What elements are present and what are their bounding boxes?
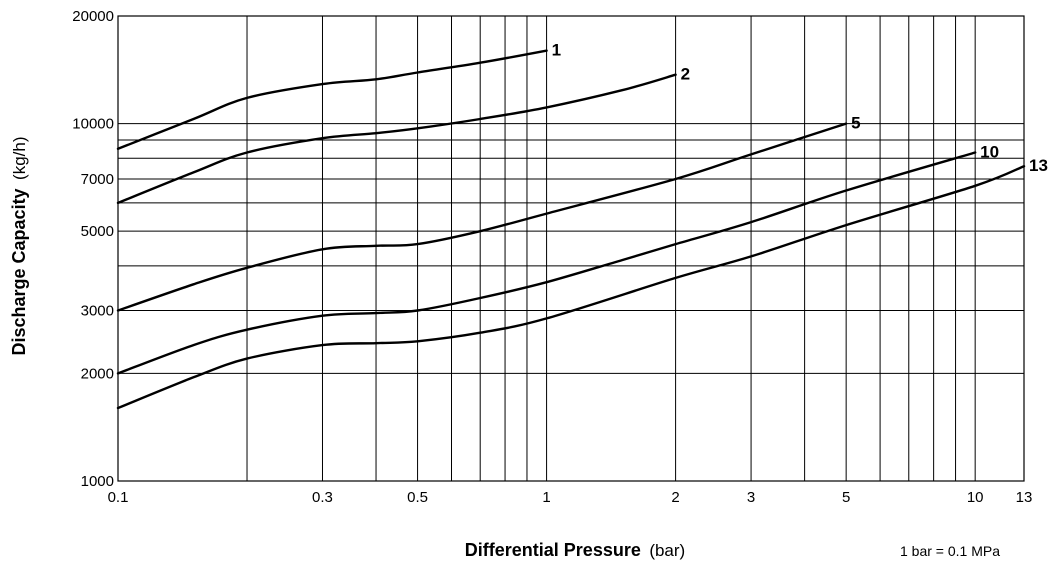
series-label-2: 2 <box>681 65 690 84</box>
x-tick-label: 0.3 <box>312 489 333 506</box>
y-tick-label: 2000 <box>81 365 114 382</box>
unit-conversion-note: 1 bar = 0.1 MPa <box>900 543 1000 559</box>
grid <box>118 16 1024 481</box>
series-lines <box>116 49 1026 410</box>
y-axis-label: Discharge Capacity <box>9 188 29 355</box>
x-tick-label: 10 <box>967 489 984 506</box>
x-tick-label: 13 <box>1016 489 1033 506</box>
y-tick-label: 5000 <box>81 223 114 240</box>
y-tick-label: 10000 <box>72 116 114 133</box>
series-label-1: 1 <box>552 41 561 60</box>
series-label-10: 10 <box>980 143 999 162</box>
y-tick-labels: 1000 2000 3000 5000 7000 10000 20000 <box>72 8 114 490</box>
series-line-13 <box>116 165 1026 410</box>
series-label-13: 13 <box>1029 156 1048 175</box>
y-tick-label: 1000 <box>81 473 114 490</box>
y-tick-label: 3000 <box>81 302 114 319</box>
series-line-10 <box>116 151 977 375</box>
x-tick-label: 1 <box>542 489 550 506</box>
x-axis-title: Differential Pressure (bar) <box>465 540 685 560</box>
x-tick-label: 3 <box>747 489 755 506</box>
x-tick-label: 5 <box>842 489 850 506</box>
y-axis-unit: (kg/h) <box>10 137 29 180</box>
plot-frame <box>117 15 1025 482</box>
series-labels: 1 2 5 10 13 <box>552 41 1048 176</box>
series-line-2 <box>116 73 677 205</box>
series-label-5: 5 <box>851 114 860 133</box>
y-tick-label: 20000 <box>72 8 114 25</box>
series-line-5 <box>116 122 848 312</box>
x-axis-label: Differential Pressure <box>465 540 641 560</box>
y-tick-label: 7000 <box>81 171 114 188</box>
x-tick-label: 0.5 <box>407 489 428 506</box>
x-tick-label: 0.1 <box>108 489 129 506</box>
y-axis-title: Discharge Capacity (kg/h) <box>9 137 29 356</box>
series-line-1 <box>116 49 548 150</box>
x-tick-labels: 0.1 0.3 0.5 1 2 3 5 10 13 <box>108 489 1033 506</box>
x-tick-label: 2 <box>671 489 679 506</box>
x-axis-unit: (bar) <box>649 541 685 560</box>
